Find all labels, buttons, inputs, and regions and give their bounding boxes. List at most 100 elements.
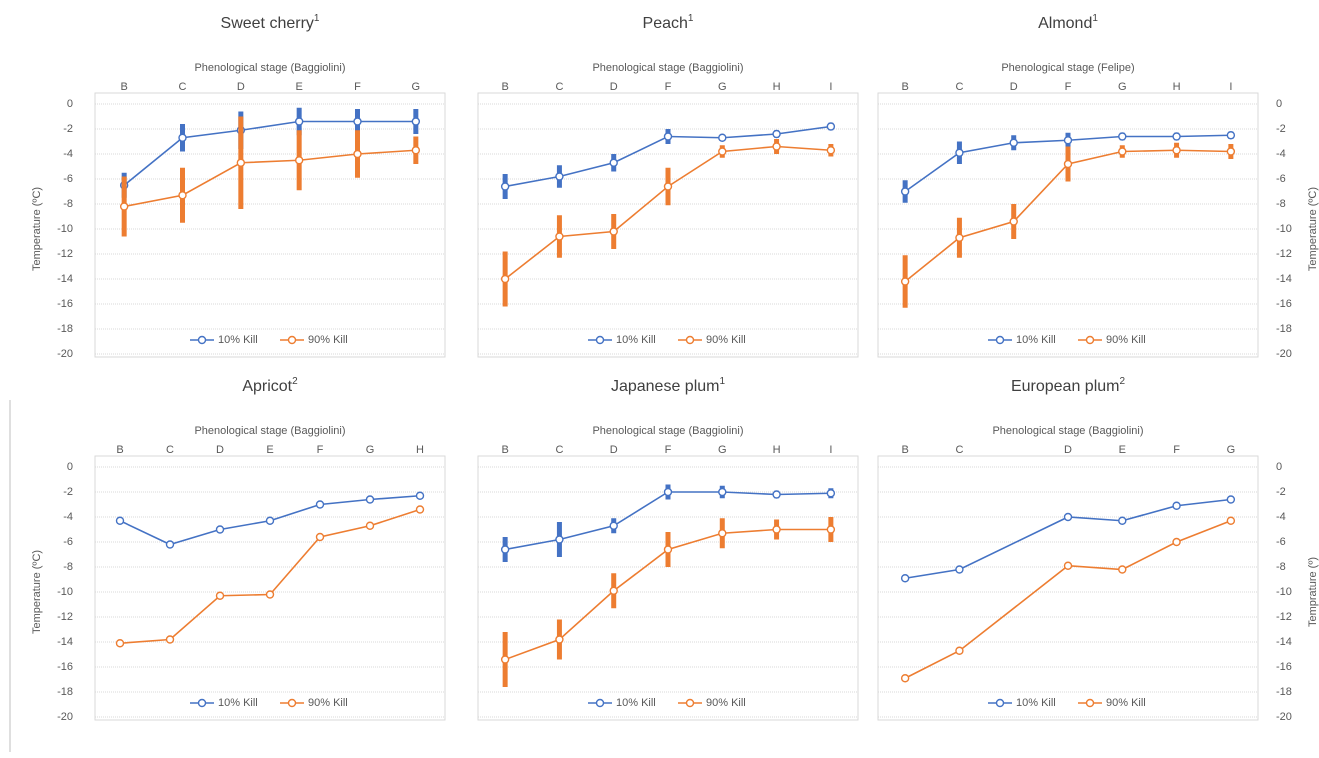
x-tick-label: F [354, 81, 361, 93]
x-tick-label: H [416, 444, 424, 456]
point [1118, 147, 1127, 156]
legend-label: 10% Kill [1016, 334, 1056, 346]
point [1118, 132, 1127, 141]
x-tick-label: F [665, 444, 672, 456]
point [215, 525, 225, 534]
legend-marker [595, 698, 605, 708]
x-tick-label: H [1173, 81, 1181, 93]
point [265, 590, 275, 599]
title-text: Almond [1038, 15, 1092, 32]
point [663, 132, 673, 141]
y-tick-label: -18 [57, 323, 73, 335]
point [365, 495, 375, 504]
legend-marker [197, 335, 207, 345]
x-tick-label: D [216, 444, 224, 456]
series-line [905, 498, 1231, 580]
point [115, 639, 125, 648]
point [1063, 159, 1073, 169]
x-tick-label: E [295, 81, 302, 93]
chart-title: Almond1 [1038, 13, 1098, 33]
x-tick-label: B [901, 81, 908, 93]
point [826, 525, 836, 534]
point [315, 500, 325, 509]
legend-marker [595, 335, 605, 345]
point [718, 147, 727, 156]
point [1118, 565, 1127, 574]
y-tick-label: -8 [63, 561, 73, 573]
point [165, 635, 175, 644]
legend-marker [287, 698, 297, 708]
point [500, 655, 510, 664]
y-tick-label: -12 [1276, 611, 1292, 623]
y-tick-label: -8 [1276, 561, 1286, 573]
y-tick-label: -12 [57, 248, 73, 260]
point [772, 129, 781, 139]
point [365, 521, 375, 530]
x-tick-label: D [237, 81, 245, 93]
point [1063, 561, 1073, 570]
plot-area [477, 455, 859, 721]
point [119, 202, 129, 211]
point [115, 516, 125, 525]
point [772, 490, 781, 499]
y-tick-label: -10 [1276, 586, 1292, 598]
x-axis-label: Phenological stage (Baggiolini) [194, 425, 345, 437]
point [1226, 495, 1236, 504]
x-tick-label: C [555, 81, 563, 93]
y-tick-label: -8 [63, 198, 73, 210]
point [1009, 138, 1018, 147]
x-tick-label: G [1118, 81, 1127, 93]
y-axis-label: Temperature (ºC) [31, 187, 43, 271]
x-tick-label: D [610, 444, 618, 456]
y-axis-label: Temperature (ºC) [1307, 187, 1319, 271]
point [265, 516, 275, 525]
plot-area [877, 455, 1259, 721]
point [500, 545, 510, 554]
point [663, 487, 673, 497]
legend-label: 90% Kill [706, 697, 746, 709]
point [718, 133, 727, 142]
y-tick-label: -18 [1276, 323, 1292, 335]
y-tick-label: -14 [57, 273, 73, 285]
point [826, 489, 836, 498]
y-tick-label: -6 [63, 173, 73, 185]
x-tick-label: H [773, 444, 781, 456]
y-tick-label: -20 [1276, 711, 1292, 723]
y-tick-label: 0 [67, 98, 73, 110]
y-axis-label: Temperature (ºC) [31, 550, 43, 634]
point [294, 156, 304, 165]
point [1226, 147, 1236, 156]
x-tick-label: C [179, 81, 187, 93]
point [1226, 131, 1236, 140]
x-axis-label: Phenological stage (Felipe) [1001, 62, 1134, 74]
x-tick-label: H [773, 81, 781, 93]
point [609, 158, 618, 167]
x-tick-label: B [501, 81, 508, 93]
legend-label: 10% Kill [218, 697, 258, 709]
point [955, 646, 964, 655]
x-tick-label: F [1173, 444, 1180, 456]
x-tick-label: G [412, 81, 421, 93]
point [411, 117, 421, 126]
x-tick-label: E [1119, 444, 1126, 456]
point [1172, 537, 1181, 547]
title-text: Japanese plum [611, 378, 720, 395]
y-tick-label: -20 [1276, 348, 1292, 360]
y-tick-label: -4 [63, 148, 73, 160]
plot-area [94, 455, 446, 721]
legend-marker [287, 335, 297, 345]
y-tick-label: -12 [57, 611, 73, 623]
y-tick-label: 0 [67, 461, 73, 473]
series-line [124, 149, 416, 208]
y-tick-label: -2 [1276, 123, 1286, 135]
x-tick-label: B [501, 444, 508, 456]
y-tick-label: 0 [1276, 461, 1282, 473]
point [1172, 146, 1181, 155]
point [826, 122, 836, 131]
legend-marker [197, 698, 207, 708]
point [1172, 501, 1181, 510]
legend-label: 90% Kill [308, 334, 348, 346]
y-tick-label: -4 [1276, 511, 1286, 523]
point [555, 635, 564, 644]
